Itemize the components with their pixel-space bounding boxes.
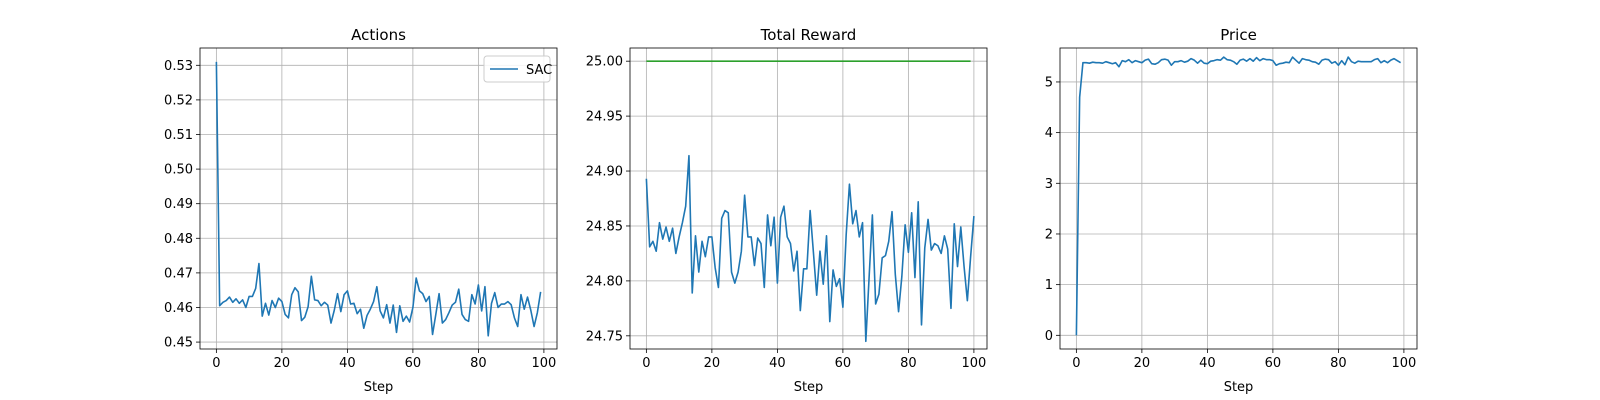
x-tick-label: 80 bbox=[470, 356, 487, 371]
x-tick-label: 40 bbox=[769, 356, 786, 371]
series-line bbox=[645, 154, 975, 343]
x-tick-label: 0 bbox=[1072, 356, 1080, 371]
x-tick-label: 100 bbox=[1391, 356, 1416, 371]
y-tick-label: 0.53 bbox=[164, 59, 193, 74]
x-tick-label: 40 bbox=[1199, 356, 1216, 371]
x-tick-label: 20 bbox=[274, 356, 291, 371]
x-tick-label: 100 bbox=[961, 356, 986, 371]
x-tick-label: 80 bbox=[900, 356, 917, 371]
plot-frame bbox=[199, 47, 558, 350]
chart-title: Actions bbox=[351, 26, 406, 44]
x-tick-label: 100 bbox=[531, 356, 556, 371]
panel-actions: 0 20 40 60 80 100 0.45 0.46 0.47 0.48 0.49 0.50 0.51… bbox=[164, 26, 558, 395]
x-tick-label: 0 bbox=[212, 356, 220, 371]
y-tick-label: 0.49 bbox=[164, 197, 193, 212]
y-tick-label: 2 bbox=[1045, 227, 1053, 242]
panel-series bbox=[1075, 56, 1402, 336]
y-tick-label: 25.00 bbox=[586, 55, 623, 70]
panel-series bbox=[215, 61, 542, 337]
x-tick-label: 20 bbox=[704, 356, 721, 371]
y-tick-label: 24.90 bbox=[586, 165, 623, 180]
x-axis-label: Step bbox=[1224, 380, 1254, 395]
y-tick-label: 0.48 bbox=[164, 232, 193, 247]
panel-grid bbox=[200, 48, 557, 349]
y-tick-label: 0.46 bbox=[164, 301, 193, 316]
panel-series bbox=[645, 60, 975, 343]
x-tick-label: 60 bbox=[835, 356, 852, 371]
series-line bbox=[1075, 56, 1402, 336]
y-tick-label: 3 bbox=[1045, 177, 1053, 192]
y-tick-label: 1 bbox=[1045, 278, 1053, 293]
panel-ticks: 0 20 40 60 80 100 24.75 24.80 24.85 24.90 24.95 25.… bbox=[586, 55, 987, 371]
panel-price: 0 20 40 60 80 100 0 1 2 3 4 5 Price Step bbox=[1045, 26, 1418, 395]
plot-frame bbox=[1059, 47, 1418, 350]
x-axis-label: Step bbox=[364, 380, 394, 395]
y-tick-label: 0.52 bbox=[164, 93, 193, 108]
y-tick-label: 24.75 bbox=[586, 329, 623, 344]
panel-ticks: 0 20 40 60 80 100 0 1 2 3 4 5 bbox=[1045, 75, 1417, 371]
x-tick-label: 60 bbox=[1265, 356, 1282, 371]
y-tick-label: 0.51 bbox=[164, 128, 193, 143]
x-tick-label: 40 bbox=[339, 356, 356, 371]
x-tick-label: 0 bbox=[642, 356, 650, 371]
x-axis-label: Step bbox=[794, 380, 824, 395]
series-line bbox=[215, 61, 542, 337]
y-tick-label: 24.85 bbox=[586, 219, 623, 234]
chart-title: Total Reward bbox=[760, 26, 857, 44]
y-tick-label: 0.50 bbox=[164, 163, 193, 178]
panel-ticks: 0 20 40 60 80 100 0.45 0.46 0.47 0.48 0.49 0.50 0.51… bbox=[164, 59, 556, 371]
chart-title: Price bbox=[1220, 26, 1257, 44]
panel-total-reward: 0 20 40 60 80 100 24.75 24.80 24.85 24.90 24.95 25.… bbox=[586, 26, 988, 395]
legend-label: SAC bbox=[526, 63, 552, 78]
plot-frame bbox=[629, 47, 988, 350]
y-tick-label: 0 bbox=[1045, 329, 1053, 344]
y-tick-label: 5 bbox=[1045, 75, 1053, 90]
y-tick-label: 24.80 bbox=[586, 274, 623, 289]
x-tick-label: 60 bbox=[405, 356, 422, 371]
y-tick-label: 4 bbox=[1045, 126, 1053, 141]
x-tick-label: 20 bbox=[1134, 356, 1151, 371]
legend: SAC bbox=[483, 55, 552, 83]
x-tick-label: 80 bbox=[1330, 356, 1347, 371]
y-tick-label: 24.95 bbox=[586, 110, 623, 125]
y-tick-label: 0.47 bbox=[164, 266, 193, 281]
y-tick-label: 0.45 bbox=[164, 336, 193, 351]
